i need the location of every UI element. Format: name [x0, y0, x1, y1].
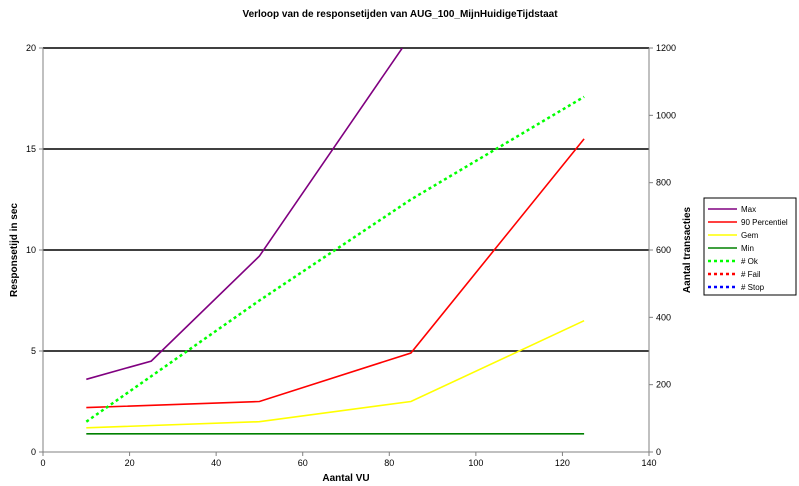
y-tick-labels: 0 5 10 15 20 [26, 43, 43, 457]
x-tick-label-4: 80 [384, 458, 394, 468]
y2-tick-labels: 0 200 400 600 800 1000 1200 [649, 43, 676, 457]
y-tick-label-3: 15 [26, 144, 36, 154]
x-tick-label-1: 20 [125, 458, 135, 468]
y-axis-label: Responsetijd in sec [9, 203, 20, 297]
x-tick-label-3: 60 [298, 458, 308, 468]
x-tick-label-5: 100 [468, 458, 483, 468]
y2-tick-label-5: 1000 [656, 110, 676, 120]
legend-label-1: 90 Percentiel [741, 218, 788, 227]
legend-label-6: # Stop [741, 283, 765, 292]
x-tick-label-6: 120 [555, 458, 570, 468]
chart-title: Verloop van de responsetijden van AUG_10… [242, 9, 558, 20]
legend-label-4: # Ok [741, 257, 759, 266]
y-tick-label-2: 10 [26, 245, 36, 255]
y2-tick-label-2: 400 [656, 312, 671, 322]
y-tick-label-0: 0 [31, 447, 36, 457]
series-line-1 [86, 138, 585, 409]
series-line-4 [85, 95, 585, 423]
y2-tick-label-1: 200 [656, 380, 671, 390]
y2-axis-label: Aantal transacties [682, 206, 693, 293]
legend: Max 90 Percentiel Gem Min # Ok # Fail # Stop [703, 197, 797, 296]
y2-tick-label-0: 0 [656, 447, 661, 457]
legend-label-3: Min [741, 244, 754, 253]
x-tick-label-2: 40 [211, 458, 221, 468]
x-tick-label-0: 0 [40, 458, 45, 468]
grid-lines [43, 47, 649, 352]
legend-label-2: Gem [741, 231, 759, 240]
series-line-2 [86, 319, 585, 429]
x-axis-label: Aantal VU [322, 473, 369, 484]
y2-tick-label-3: 600 [656, 245, 671, 255]
y-tick-label-1: 5 [31, 346, 36, 356]
x-tick-labels: 0 20 40 60 80 100 120 140 [40, 452, 657, 468]
y2-tick-label-6: 1200 [656, 43, 676, 53]
series-lines [85, 48, 585, 435]
x-tick-label-7: 140 [641, 458, 656, 468]
series-line-0 [86, 48, 403, 381]
y-tick-label-4: 20 [26, 43, 36, 53]
legend-label-5: # Fail [741, 270, 761, 279]
y2-tick-label-4: 800 [656, 178, 671, 188]
legend-label-0: Max [741, 205, 756, 214]
legend-box [703, 197, 797, 296]
